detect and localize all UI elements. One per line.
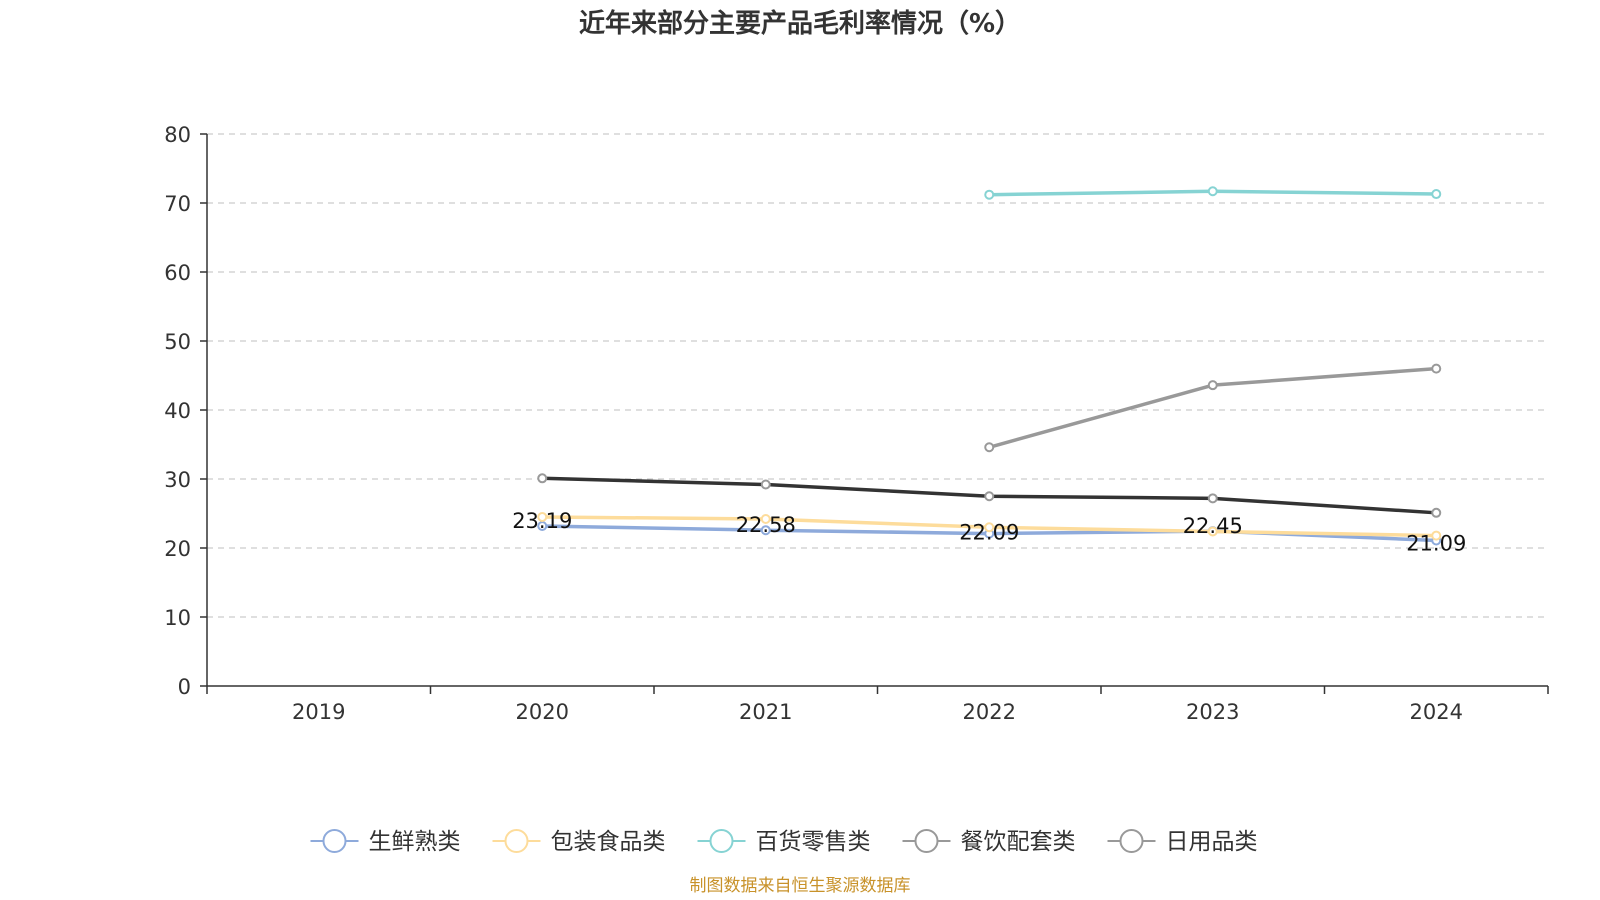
data-point[interactable] (537, 473, 548, 484)
y-tick-label: 40 (164, 399, 191, 423)
source-note: 制图数据来自恒生聚源数据库 (690, 876, 911, 896)
grid-lines (207, 133, 1548, 618)
legend-item[interactable]: 生鲜熟类 (310, 829, 461, 855)
legend-item[interactable]: 餐饮配套类 (902, 829, 1076, 855)
data-point[interactable] (1207, 186, 1218, 197)
legend-marker (914, 829, 939, 853)
data-point[interactable] (1431, 189, 1442, 200)
legend-marker (322, 829, 347, 853)
data-point[interactable] (1207, 493, 1218, 504)
series-layer (537, 186, 1442, 546)
y-tick-label: 80 (164, 123, 191, 147)
y-tick-label: 30 (164, 468, 191, 492)
legend-label: 生鲜熟类 (369, 829, 461, 855)
data-labels: 23.19 22.58 22.09 22.45 21.09 (512, 509, 1466, 555)
legend[interactable]: 生鲜熟类 包装食品类 百货零售类 餐饮配套类 日用品类 (310, 829, 1258, 855)
y-tick-label: 20 (164, 537, 191, 561)
data-point[interactable] (760, 525, 771, 536)
legend-label: 日用品类 (1166, 829, 1258, 855)
legend-marker (504, 829, 529, 853)
data-label: 22.45 (1183, 514, 1243, 538)
data-label: 22.58 (736, 513, 796, 537)
legend-marker (709, 829, 734, 853)
data-label: 21.09 (1406, 531, 1466, 555)
data-point[interactable] (537, 520, 548, 531)
axes: 0 10 20 30 40 50 60 70 80 2019 2020 2021 2022 2023 202… (164, 123, 1549, 724)
data-point[interactable] (1207, 380, 1218, 391)
data-point[interactable] (984, 491, 995, 502)
data-label: 22.09 (959, 521, 1019, 545)
x-tick-label: 2023 (1186, 700, 1239, 724)
data-point[interactable] (1431, 363, 1442, 374)
legend-label: 包装食品类 (551, 829, 666, 855)
legend-item[interactable]: 包装食品类 (492, 829, 666, 855)
data-point[interactable] (1431, 507, 1442, 518)
x-tick-label: 2024 (1410, 700, 1463, 724)
y-tick-label: 70 (164, 192, 191, 216)
x-tick-label: 2020 (516, 700, 569, 724)
data-label: 23.19 (512, 509, 572, 533)
data-point[interactable] (984, 522, 995, 533)
y-tick-label: 50 (164, 330, 191, 354)
x-tick-label: 2021 (739, 700, 792, 724)
data-point[interactable] (984, 442, 995, 453)
data-point[interactable] (537, 511, 548, 522)
legend-item[interactable]: 百货零售类 (697, 829, 871, 855)
x-tick-label: 2019 (292, 700, 345, 724)
legend-item[interactable]: 日用品类 (1107, 829, 1258, 855)
legend-label: 百货零售类 (756, 829, 871, 855)
data-point[interactable] (984, 189, 995, 200)
legend-marker (1119, 829, 1144, 853)
data-point[interactable] (760, 514, 771, 525)
y-tick-label: 0 (178, 675, 191, 699)
legend-label: 餐饮配套类 (961, 829, 1076, 855)
data-point[interactable] (1207, 526, 1218, 537)
x-tick-label: 2022 (963, 700, 1016, 724)
data-point[interactable] (1431, 530, 1442, 541)
chart-title: 近年来部分主要产品毛利率情况（%） (579, 8, 1021, 39)
y-tick-label: 10 (164, 606, 191, 630)
y-tick-label: 60 (164, 261, 191, 285)
data-point[interactable] (760, 479, 771, 490)
